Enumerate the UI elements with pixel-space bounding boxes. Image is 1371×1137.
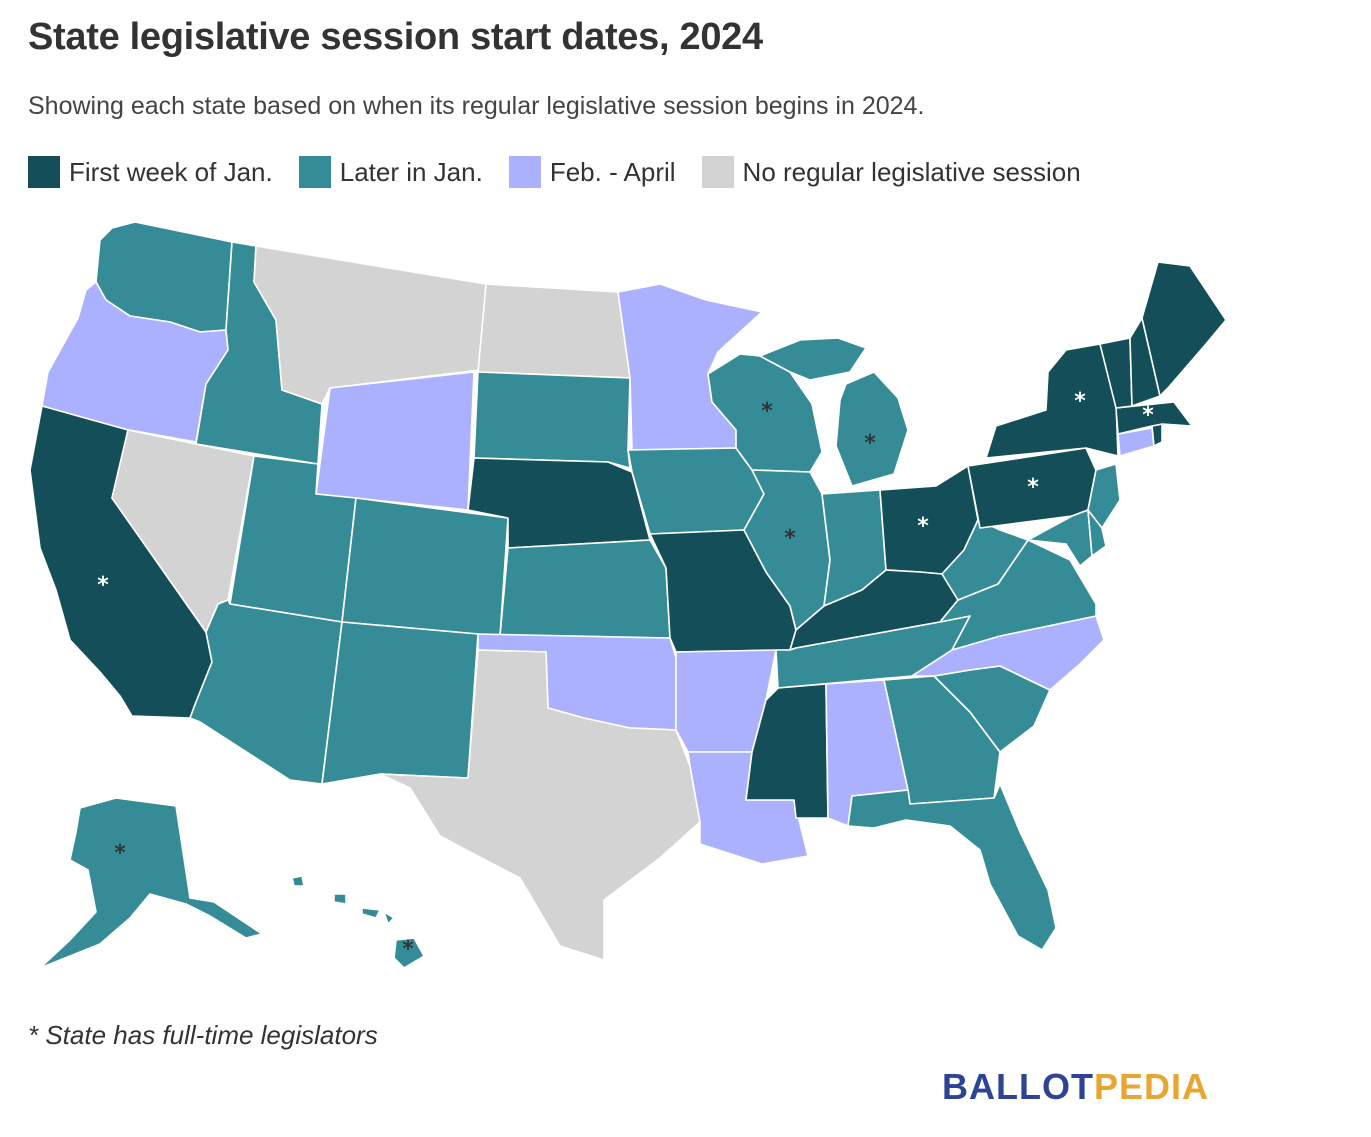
state-wisconsin[interactable] — [707, 353, 823, 473]
footnote: * State has full-time legislators — [28, 1020, 378, 1050]
state-massachusetts[interactable] — [1115, 401, 1193, 435]
marker-illinois: * — [784, 526, 796, 551]
state-hawaii[interactable] — [291, 875, 425, 969]
marker-michigan: * — [864, 431, 876, 456]
marker-california: * — [97, 573, 109, 598]
legend-swatch-feb-april — [508, 156, 541, 188]
legend-swatch-first-week — [28, 156, 60, 188]
state-south-dakota[interactable] — [473, 371, 631, 469]
legend-label-feb-april: Feb. - April — [549, 156, 676, 187]
marker-pennsylvania: * — [1027, 475, 1039, 500]
state-colorado[interactable] — [341, 497, 509, 637]
legend-label-later-jan: Later in Jan. — [339, 156, 483, 187]
legend-label-first-week: First week of Jan. — [69, 156, 273, 187]
map-title: State legislative session start dates, 2… — [28, 16, 763, 58]
state-alaska[interactable] — [39, 797, 263, 969]
state-florida[interactable] — [847, 783, 1057, 951]
state-west-virginia[interactable] — [941, 519, 1029, 601]
legend-swatch-later-jan — [298, 156, 331, 188]
state-iowa[interactable] — [627, 447, 765, 535]
state-wyoming[interactable] — [315, 371, 475, 511]
ballotpedia-logo: BALLOTPEDIA — [942, 1066, 1209, 1108]
marker-massachusetts: * — [1142, 403, 1154, 428]
state-arizona[interactable] — [189, 599, 343, 785]
state-texas[interactable] — [379, 649, 701, 961]
state-michigan[interactable] — [759, 337, 909, 487]
legend-item-first-week: First week of Jan. — [28, 156, 273, 188]
state-kansas[interactable] — [499, 539, 671, 639]
marker-alaska: * — [114, 841, 126, 866]
marker-hawaii: * — [402, 937, 414, 962]
marker-new-york: * — [1074, 389, 1086, 414]
marker-ohio: * — [917, 514, 929, 539]
map-subtitle: Showing each state based on when its reg… — [28, 92, 925, 120]
state-north-dakota[interactable] — [477, 283, 631, 379]
legend-item-later-jan: Later in Jan. — [298, 156, 483, 188]
us-map: * * * * * * * * * * — [29, 221, 1227, 969]
logo-part-ballot: BALLOT — [942, 1066, 1094, 1107]
legend-label-no-session: No regular legislative session — [742, 156, 1081, 187]
state-new-jersey[interactable] — [1087, 463, 1121, 529]
state-maine[interactable] — [1141, 261, 1227, 397]
full-time-markers: * * * * * * * * * * — [97, 389, 1154, 962]
marker-wisconsin: * — [761, 399, 773, 424]
legend-item-feb-april: Feb. - April — [508, 156, 676, 188]
state-new-york[interactable] — [985, 343, 1119, 459]
legend-item-no-session: No regular legislative session — [701, 156, 1081, 188]
legend: First week of Jan. Later in Jan. Feb. - … — [28, 156, 1107, 188]
state-new-mexico[interactable] — [321, 621, 479, 785]
legend-swatch-no-session — [701, 156, 734, 188]
logo-part-pedia: PEDIA — [1093, 1066, 1209, 1107]
